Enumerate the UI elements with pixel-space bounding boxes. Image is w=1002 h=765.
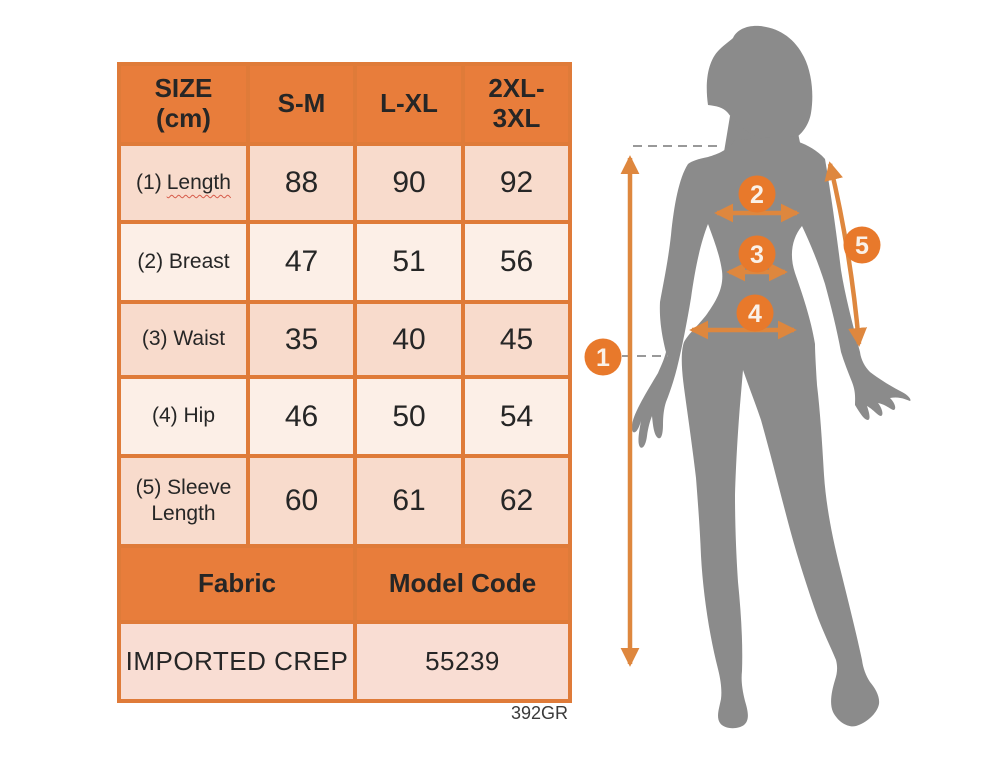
sleeve-2xl3xl: 62 [461,454,572,548]
col-header-2xl3xl-label: 2XL-3XL [488,73,545,133]
badge-2-circle [738,175,776,213]
fabric-header: Fabric [117,544,357,624]
col-header-size-label: SIZE (cm) [154,73,213,133]
length-sm: 88 [246,142,357,224]
row-label-length: (1) Length [117,142,250,224]
badge-3-circle [738,235,776,273]
col-header-2xl3xl: 2XL-3XL [461,62,572,146]
model-code-header: Model Code [353,544,572,624]
sleeve-sm: 60 [246,454,357,548]
table-row-hip: (4) Hip 46 50 54 [117,375,572,458]
fabric-value: IMPORTED CREP [117,620,357,703]
length-2xl3xl: 92 [461,142,572,224]
size-table: SIZE (cm) S-M L-XL 2XL-3XL (1) Length 88 … [117,62,572,703]
waist-sm: 35 [246,300,357,379]
sleeve-lxl: 61 [353,454,465,548]
row-label-breast: (2) Breast [117,220,250,304]
badge-4-number: 4 [748,300,762,328]
weight-note: 392GR [510,703,568,723]
badge-1-circle [584,338,622,376]
table-footer-header-row: Fabric Model Code [117,544,572,624]
breast-sm: 47 [246,220,357,304]
table-row-breast: (2) Breast 47 51 56 [117,220,572,304]
badge-5-circle [843,226,881,264]
row-label-sleeve-text: (5) Sleeve Length [135,475,232,525]
badge-3-number: 3 [750,241,764,269]
badge-2-number: 2 [750,181,764,209]
breast-2xl3xl: 56 [461,220,572,304]
col-header-size: SIZE (cm) [117,62,250,146]
table-row-length: (1) Length 88 90 92 [117,142,572,224]
body-silhouette-icon [631,25,911,729]
silhouette-head [706,25,813,142]
breast-lxl: 51 [353,220,465,304]
badge-5-number: 5 [855,232,869,260]
row-label-sleeve: (5) Sleeve Length [117,454,250,548]
length-lxl: 90 [353,142,465,224]
badge-1-number: 1 [596,344,610,372]
table-row-waist: (3) Waist 35 40 45 [117,300,572,379]
hip-sm: 46 [246,375,357,458]
waist-lxl: 40 [353,300,465,379]
table-footer-value-row: IMPORTED CREP 55239 [117,620,572,703]
row-label-length-word: Length [166,170,231,194]
col-header-lxl: L-XL [353,62,465,146]
waist-2xl3xl: 45 [461,300,572,379]
row-label-hip: (4) Hip [117,375,250,458]
table-row-sleeve: (5) Sleeve Length 60 61 62 [117,454,572,548]
hip-2xl3xl: 54 [461,375,572,458]
col-header-sm: S-M [246,62,357,146]
silhouette-body [631,136,911,729]
row-label-waist: (3) Waist [117,300,250,379]
measurement-badges: 1 2 3 4 5 [584,175,881,376]
badge-4-circle [736,294,774,332]
table-header-row: SIZE (cm) S-M L-XL 2XL-3XL [117,62,572,146]
model-code-value: 55239 [353,620,572,703]
hip-lxl: 50 [353,375,465,458]
row-label-length-prefix: (1) [136,170,162,194]
measurement-diagram: 1 2 3 4 5 [584,25,911,729]
